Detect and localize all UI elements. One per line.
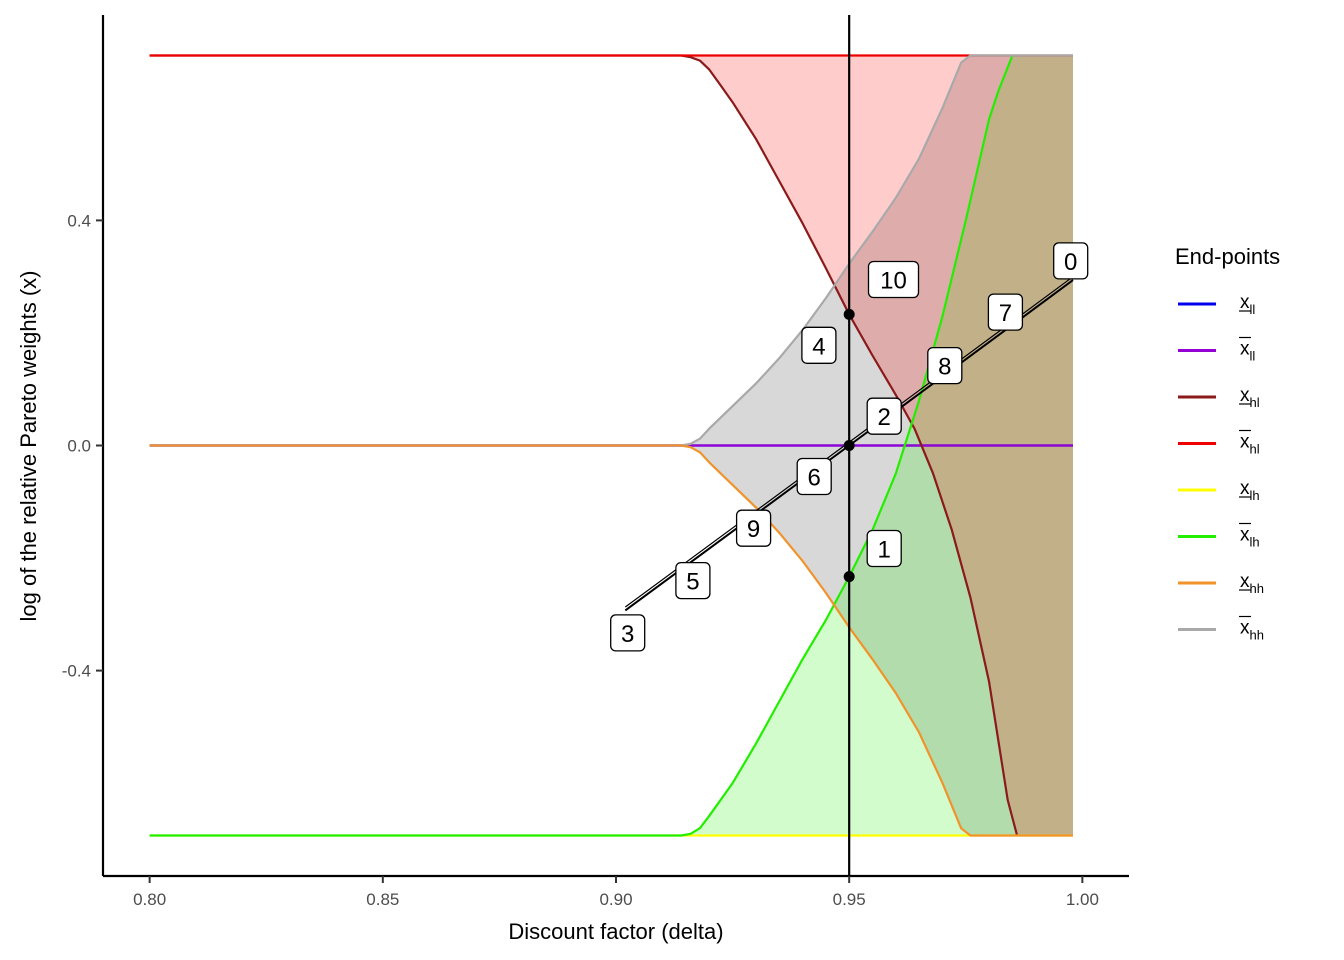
annotation-box [801, 326, 837, 364]
annotation-8: 8 [927, 346, 963, 385]
legend-label: xhh [1240, 571, 1264, 596]
annotation-labels: 0 1 2 3 4 5 6 7 8 9 10 [610, 242, 1089, 652]
annotation-label: 7 [999, 300, 1012, 327]
legend-subscript: ll [1250, 349, 1256, 364]
legend-label: xlh [1240, 478, 1260, 503]
annotation-box [1053, 242, 1089, 280]
fixed-point [843, 440, 855, 451]
series-line-x-hh-lower [149, 444, 1073, 837]
annotation-box [927, 346, 963, 385]
annotation-7: 7 [987, 293, 1024, 331]
legend-item-under-ll: xll [1178, 292, 1255, 317]
annotation-label: 1 [878, 537, 891, 564]
annotation-box [796, 457, 832, 496]
annotation-label: 9 [747, 516, 760, 543]
legend-subscript: hl [1250, 395, 1260, 410]
annotation-4: 4 [801, 326, 837, 364]
annotation-0: 0 [1053, 242, 1089, 280]
annotation-label: 3 [621, 621, 634, 648]
y-tick-label: 0.0 [67, 437, 91, 456]
band-fill-hl [149, 55, 1074, 836]
y-axis-title: log of the relative Pareto weights (x) [16, 271, 41, 622]
annotation-box [866, 529, 902, 568]
annotation-10: 10 [867, 260, 920, 299]
legend-subscript: hh [1250, 628, 1264, 643]
legend-label: xlh [1240, 525, 1260, 550]
legend-item-over-lh: xlh [1178, 522, 1260, 550]
annotation-label: 6 [808, 465, 821, 492]
x-tick-label: 0.95 [833, 890, 866, 909]
legend-title: End-points [1175, 244, 1280, 269]
annotation-label: 2 [878, 404, 891, 431]
legend-subscript: lh [1250, 535, 1260, 550]
legend-item-over-hl: xhl [1178, 429, 1260, 457]
x-tick-label: 0.90 [599, 890, 632, 909]
legend: End-points xll xll xhl xhl xlh xlh xhh xhh [1175, 244, 1280, 643]
legend-item-over-ll: xll [1178, 336, 1255, 364]
legend-subscript: hh [1250, 581, 1264, 596]
x-tick-label: 0.80 [133, 890, 166, 909]
legend-item-under-lh: xlh [1178, 478, 1260, 503]
annotation-box [735, 509, 772, 547]
x-tick-label: 1.00 [1066, 890, 1099, 909]
band-fill-lh [149, 55, 1074, 836]
fixed-points [843, 308, 855, 583]
annotation-9: 9 [735, 509, 772, 547]
annotation-6: 6 [796, 457, 832, 496]
legend-subscript: ll [1250, 302, 1256, 317]
annotation-label: 10 [880, 268, 907, 295]
legend-subscript: hl [1250, 442, 1260, 457]
annotation-2: 2 [866, 397, 902, 435]
fixed-point [843, 308, 855, 320]
series-lines [149, 54, 1073, 837]
annotation-label: 8 [938, 354, 951, 381]
annotation-box [866, 397, 902, 435]
series-line-x-hl-lower [149, 54, 1019, 836]
legend-label: xhl [1240, 432, 1260, 457]
legend-label: xll [1240, 292, 1255, 317]
y-ticks: 0.4 0.0 -0.4 [62, 211, 103, 681]
series-line-x-hh-upper [149, 54, 1073, 447]
annotation-3: 3 [610, 614, 646, 652]
fixed-point [843, 571, 855, 583]
annotation-1: 1 [866, 529, 902, 568]
annotation-5: 5 [675, 561, 711, 600]
legend-label: xll [1240, 339, 1255, 364]
legend-item-under-hh: xhh [1178, 571, 1264, 596]
x-axis-title: Discount factor (delta) [508, 919, 723, 944]
annotation-box [675, 561, 711, 600]
y-tick-label: 0.4 [67, 211, 91, 230]
annotation-label: 0 [1064, 249, 1077, 276]
annotation-label: 4 [812, 333, 825, 360]
series-line-x-lh-upper [149, 55, 1014, 837]
annotation-label: 5 [686, 569, 699, 596]
x-ticks: 0.80 0.85 0.90 0.95 1.00 [133, 876, 1099, 909]
x-tick-label: 0.85 [366, 890, 399, 909]
legend-item-over-hh: xhh [1178, 615, 1264, 643]
annotation-box [610, 614, 646, 652]
annotation-box [867, 260, 920, 299]
legend-item-under-hl: xhl [1178, 385, 1260, 410]
legend-label: xhl [1240, 385, 1260, 410]
legend-label: xhh [1240, 618, 1264, 643]
annotation-box [987, 293, 1024, 331]
legend-subscript: lh [1250, 488, 1260, 503]
y-tick-label: -0.4 [62, 662, 91, 681]
